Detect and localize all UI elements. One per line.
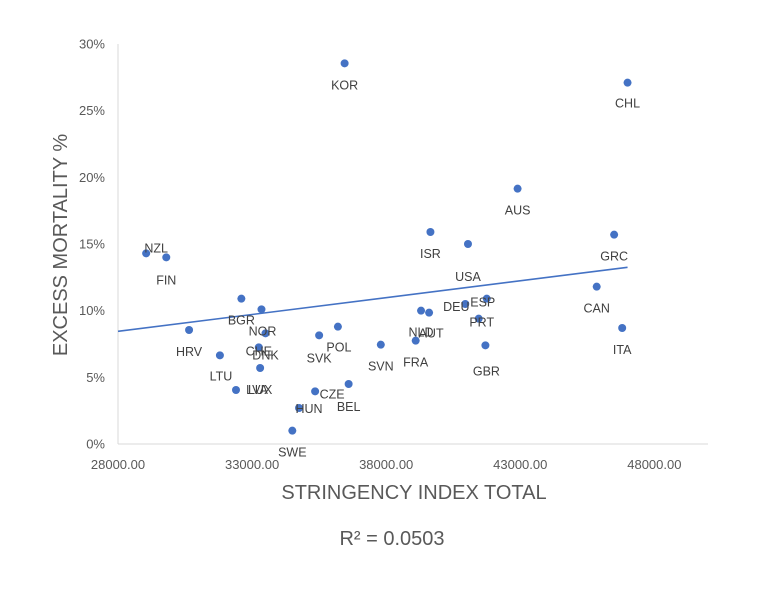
data-label-isr: ISR — [420, 247, 441, 261]
trendline — [117, 266, 628, 333]
data-point-grc — [610, 230, 619, 239]
data-label-ltu: LTU — [210, 369, 233, 383]
data-point-prt — [474, 314, 483, 323]
data-point-hrv — [185, 326, 194, 334]
data-point-fra — [411, 336, 420, 345]
data-label-kor: KOR — [331, 78, 358, 92]
data-label-nld: NLD — [409, 326, 434, 340]
data-label-pol: POL — [326, 341, 351, 355]
data-label-cze: CZE — [320, 387, 345, 401]
data-point-bgr — [237, 294, 246, 303]
y-axis-title: EXCESS MORTALITY % — [50, 134, 72, 357]
data-point-aut — [425, 308, 434, 317]
r-squared-label: R² = 0.0503 — [339, 528, 444, 550]
data-point-kor — [340, 59, 349, 68]
x-tick-label: 28000.00 — [91, 457, 145, 472]
data-point-nld — [417, 306, 426, 315]
data-label-fra: FRA — [403, 356, 429, 370]
data-label-svk: SVK — [307, 351, 333, 365]
data-label-lux: LUX — [248, 383, 273, 397]
data-point-hun — [295, 404, 304, 412]
data-point-usa — [463, 240, 472, 248]
x-tick-label: 48000.00 — [627, 457, 681, 472]
data-point-ita — [618, 324, 627, 332]
data-label-can: CAN — [584, 302, 610, 316]
data-label-hun: HUN — [295, 402, 322, 416]
data-point-deu — [461, 300, 470, 308]
data-label-fin: FIN — [156, 273, 176, 287]
data-point-cze — [311, 387, 320, 396]
data-point-ltu — [215, 351, 224, 360]
data-point-swe — [288, 426, 297, 435]
data-label-chl: CHL — [615, 97, 640, 111]
data-point-lux — [256, 364, 265, 372]
data-point-lva — [232, 386, 240, 394]
data-label-aus: AUS — [505, 204, 531, 218]
data-label-svn: SVN — [368, 360, 394, 374]
data-label-grc: GRC — [600, 250, 628, 264]
data-point-nzl — [142, 249, 151, 258]
y-tick-label: 10% — [79, 303, 105, 318]
data-label-prt: PRT — [469, 316, 494, 330]
x-tick-label: 33000.00 — [225, 457, 279, 472]
data-label-dnk: DNK — [252, 348, 279, 362]
data-label-che: CHE — [246, 344, 272, 358]
data-label-esp: ESP — [470, 296, 495, 310]
data-point-esp — [482, 294, 491, 303]
y-tick-label: 20% — [79, 170, 105, 185]
y-tick-label: 5% — [86, 370, 105, 385]
x-axis-title: STRINGENCY INDEX TOTAL — [281, 482, 546, 504]
data-label-aut: AUT — [419, 327, 444, 341]
y-tick-label: 0% — [86, 437, 105, 452]
data-label-gbr: GBR — [473, 364, 500, 378]
data-label-deu: DEU — [443, 300, 469, 314]
data-point-svn — [376, 340, 385, 349]
data-label-hrv: HRV — [176, 345, 203, 359]
data-point-isr — [426, 228, 435, 236]
x-tick-label: 38000.00 — [359, 457, 413, 472]
data-label-nor: NOR — [249, 324, 277, 338]
y-tick-label: 25% — [79, 103, 105, 118]
data-point-dnk — [261, 329, 270, 338]
y-tick-label: 30% — [79, 37, 105, 52]
data-point-fin — [162, 253, 171, 262]
data-point-bel — [344, 380, 353, 388]
data-point-aus — [513, 184, 522, 193]
data-point-gbr — [481, 341, 490, 350]
data-label-nzl: NZL — [144, 241, 168, 255]
data-point-svk — [315, 331, 324, 340]
data-label-bel: BEL — [337, 400, 361, 414]
data-label-ita: ITA — [613, 343, 632, 357]
data-label-bgr: BGR — [228, 314, 255, 328]
data-label-swe: SWE — [278, 446, 306, 460]
data-point-can — [592, 282, 601, 291]
data-label-lva: LVA — [246, 383, 268, 397]
data-point-pol — [333, 322, 342, 331]
data-point-chl — [623, 78, 632, 87]
data-point-che — [254, 343, 263, 352]
y-tick-label: 15% — [79, 237, 105, 252]
x-tick-label: 43000.00 — [493, 457, 547, 472]
data-label-usa: USA — [455, 270, 481, 284]
data-point-nor — [257, 305, 266, 314]
